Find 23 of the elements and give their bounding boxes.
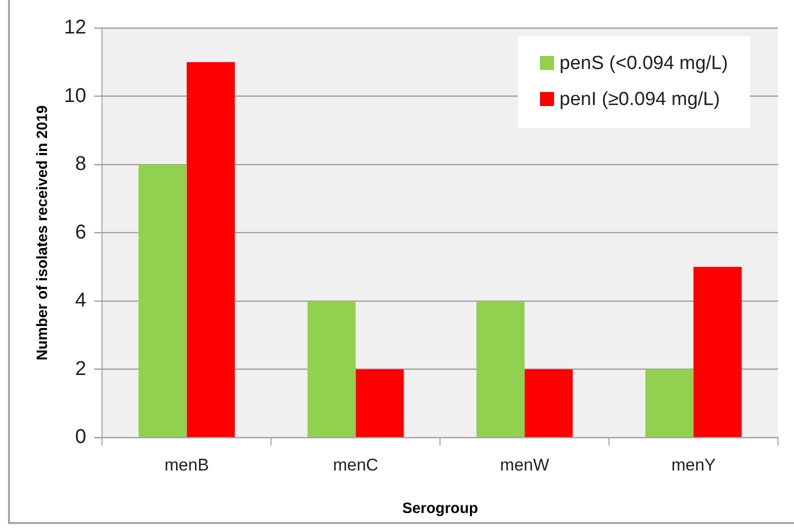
bar [138,164,187,437]
bar [524,369,573,437]
y-tick-label: 8 [75,153,86,176]
y-tick-label: 12 [64,16,86,39]
y-tick-label: 0 [75,426,86,448]
legend-label: penS (<0.094 mg/L) [558,52,728,76]
bar [476,301,525,437]
x-tick-label: menW [500,455,550,474]
bar [694,266,742,437]
y-tick-label: 2 [75,358,86,380]
bar [308,301,356,437]
y-tick-label: 4 [75,290,86,312]
legend-label: penI (≥0.094 mg/L) [558,88,721,112]
x-tick-label: menB [164,455,209,474]
y-axis-title: Number of isolates received in 2019 [34,105,52,360]
x-tick-label: menC [332,455,378,474]
y-tick-label: 6 [75,221,86,244]
bar [356,369,404,437]
x-tick-label: menY [671,455,716,474]
bar [645,369,694,437]
bar [186,62,235,437]
x-axis-title: Serogroup [402,500,478,518]
y-tick-label: 10 [64,84,86,107]
